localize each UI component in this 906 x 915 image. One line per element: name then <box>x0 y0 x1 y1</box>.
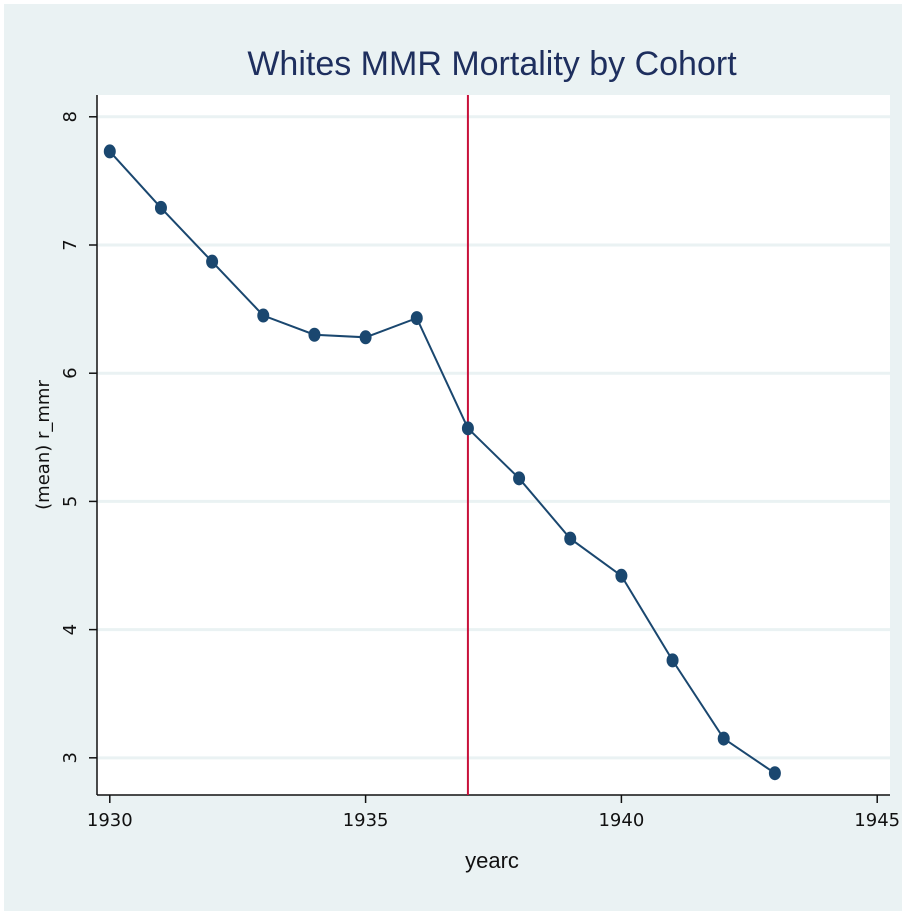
plot-area <box>97 95 890 795</box>
x-tick-label: 1940 <box>598 810 644 831</box>
y-tick-label: 5 <box>60 496 81 507</box>
data-point <box>461 421 474 436</box>
data-point <box>513 471 526 486</box>
data-point <box>206 254 219 269</box>
data-point <box>154 200 167 215</box>
data-point <box>103 144 116 159</box>
data-point <box>359 330 372 345</box>
x-tick-label: 1930 <box>87 810 133 831</box>
x-axis-title: yearc <box>465 848 519 873</box>
y-tick-label: 8 <box>60 111 81 122</box>
data-point <box>615 568 628 583</box>
y-tick-label: 4 <box>60 624 81 635</box>
data-point <box>410 311 423 326</box>
y-tick-label: 7 <box>60 239 81 250</box>
series-line <box>109 150 776 775</box>
data-point <box>564 531 577 546</box>
data-point <box>717 731 730 746</box>
y-tick-label: 3 <box>60 752 81 763</box>
data-point <box>308 327 321 342</box>
y-axis-title: (mean) r_mmr <box>33 380 54 510</box>
data-point <box>257 308 270 323</box>
chart-title: Whites MMR Mortality by Cohort <box>247 45 737 83</box>
data-point <box>666 653 679 668</box>
data-point <box>768 766 781 781</box>
x-tick-label: 1935 <box>343 810 389 831</box>
x-tick-label: 1945 <box>854 810 900 831</box>
y-tick-label: 6 <box>60 367 81 378</box>
